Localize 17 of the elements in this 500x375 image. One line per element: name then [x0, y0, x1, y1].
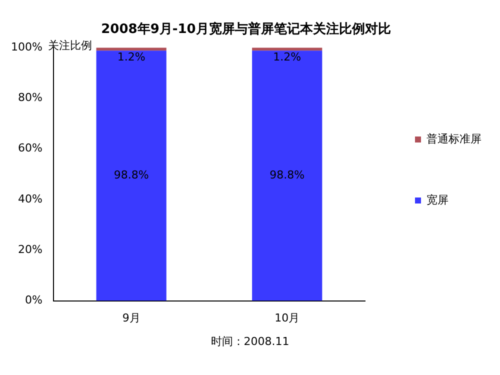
y-tick-label: 40%: [18, 192, 42, 206]
y-tick-label: 20%: [18, 243, 42, 256]
chart-title: 2008年9月-10月宽屏与普屏笔记本关注比例对比: [101, 21, 391, 38]
y-tick-label: 0%: [24, 294, 42, 307]
data-label: 1.2%: [117, 50, 146, 64]
legend-label: 宽屏: [426, 193, 448, 206]
data-label: 98.8%: [114, 168, 149, 182]
x-tick-label: 9月: [122, 311, 140, 324]
x-tick-label: 10月: [274, 311, 300, 324]
data-label: 98.8%: [270, 168, 305, 182]
data-label: 1.2%: [273, 50, 302, 64]
legend-label: 普通标准屏: [426, 132, 482, 146]
y-tick-label: 100%: [10, 40, 42, 54]
y-axis-title: 关注比例: [48, 38, 92, 53]
y-tick-label: 60%: [18, 142, 42, 155]
text: 时间：2008.11: [210, 334, 290, 349]
y-tick-label: 80%: [18, 91, 42, 104]
